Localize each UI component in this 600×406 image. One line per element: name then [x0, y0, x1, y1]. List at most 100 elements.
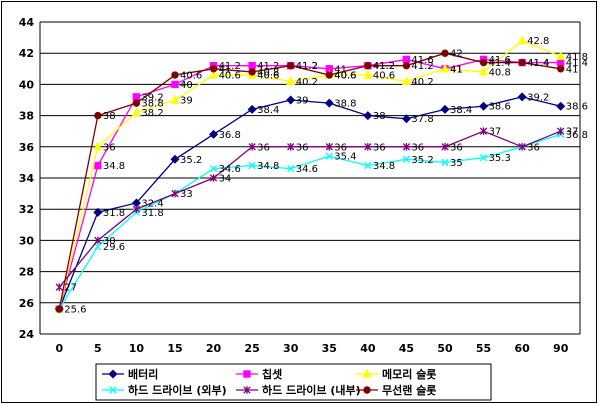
data-label: 36.8: [566, 130, 588, 141]
x-tick-label: 60: [514, 342, 530, 355]
data-point: [557, 58, 565, 67]
data-point: [401, 114, 411, 124]
data-label: 38: [373, 111, 386, 122]
data-point: [286, 95, 296, 105]
data-point: [479, 58, 488, 67]
data-point: [402, 55, 411, 64]
y-tick-label: 42: [19, 47, 34, 60]
x-tick-label: 0: [55, 342, 63, 355]
y-tick-label: 38: [19, 110, 34, 123]
data-point: [362, 368, 372, 378]
data-label: 41.2: [373, 61, 395, 72]
legend-label: 무선랜 슬롯: [382, 383, 436, 397]
x-tick-label: 20: [206, 342, 222, 355]
data-label: 41.6: [411, 55, 433, 66]
data-point: [557, 127, 565, 135]
data-point: [364, 161, 372, 170]
x-tick-label: 25: [244, 342, 259, 355]
data-point: [209, 69, 219, 79]
data-point: [171, 80, 179, 89]
data-label: 35.3: [489, 153, 511, 164]
data-point: [441, 49, 449, 57]
data-label: 36: [296, 142, 309, 153]
data-point: [325, 152, 333, 160]
x-tick-label: 50: [437, 342, 453, 355]
data-point: [248, 143, 256, 151]
series-triangle: [54, 35, 566, 313]
data-point: [171, 71, 179, 79]
data-label: 41.2: [296, 61, 318, 72]
x-tick-label: 30: [283, 342, 299, 355]
data-point: [132, 93, 141, 101]
data-label: 41: [566, 64, 579, 75]
y-tick-label: 30: [19, 234, 35, 247]
data-point: [209, 164, 218, 173]
data-point: [402, 155, 411, 163]
legend-item: 하드 드라이브 (내부): [236, 383, 361, 397]
y-tick-label: 40: [19, 78, 35, 91]
data-label: 31.8: [103, 208, 125, 219]
data-point: [248, 161, 256, 170]
data-label: 30: [103, 236, 116, 247]
data-point: [517, 35, 527, 45]
y-tick-label: 24: [19, 328, 35, 341]
data-label: 41.2: [411, 61, 433, 72]
data-label: 41.4: [566, 58, 588, 69]
data-point: [171, 189, 179, 198]
series-circle: [55, 49, 565, 313]
data-label: 34: [219, 174, 232, 185]
data-label: 41.2: [257, 61, 279, 72]
data-point: [94, 236, 102, 245]
data-label: 41: [334, 64, 347, 75]
data-label: 35.2: [411, 155, 433, 166]
y-tick-label: 44: [19, 16, 35, 29]
data-point: [93, 207, 103, 217]
data-label: 37.8: [411, 114, 433, 125]
data-label: 34.6: [219, 164, 241, 175]
data-point: [364, 143, 372, 151]
legend-item: 무선랜 슬롯: [356, 383, 436, 397]
data-label: 41.8: [566, 52, 588, 63]
legend-label: 칩셋: [262, 367, 282, 381]
data-label: 41.2: [296, 61, 318, 72]
data-label: 41.4: [489, 58, 511, 69]
series-line: [58, 39, 561, 310]
data-point: [518, 143, 526, 151]
data-point: [132, 99, 141, 107]
x-tick-label: 90: [553, 342, 569, 355]
data-label: 36: [411, 142, 424, 153]
y-tick-label: 26: [19, 297, 35, 310]
data-point: [93, 141, 103, 151]
data-label: 36.8: [219, 130, 241, 141]
data-label: 35.2: [180, 155, 202, 166]
data-point: [109, 386, 117, 394]
data-point: [517, 92, 527, 102]
data-point: [440, 63, 450, 73]
data-label: 27: [64, 283, 77, 294]
data-label: 31.8: [141, 208, 163, 219]
data-label: 40: [180, 80, 193, 91]
x-tick-label: 10: [129, 342, 145, 355]
data-label: 36: [373, 142, 386, 153]
data-point: [287, 143, 295, 151]
data-label: 38.2: [141, 108, 163, 119]
legend-label: 배터리: [128, 367, 158, 381]
data-point: [557, 65, 565, 73]
data-label: 40.6: [257, 71, 279, 82]
legend-item: 메모리 슬롯: [356, 367, 436, 381]
legend-label: 하드 드라이브 (내부): [262, 383, 361, 397]
data-point: [287, 164, 295, 173]
data-label: 34.8: [257, 161, 279, 172]
data-label: 40.8: [257, 67, 279, 78]
series-line: [58, 133, 561, 310]
data-point: [325, 143, 333, 151]
data-label: 36: [103, 142, 116, 153]
data-label: 41.2: [373, 61, 395, 72]
data-label: 25.6: [64, 305, 86, 316]
data-label: 37: [489, 127, 502, 138]
data-point: [363, 386, 371, 394]
data-point: [479, 101, 489, 111]
data-point: [243, 386, 251, 394]
data-label: 38: [103, 111, 116, 122]
